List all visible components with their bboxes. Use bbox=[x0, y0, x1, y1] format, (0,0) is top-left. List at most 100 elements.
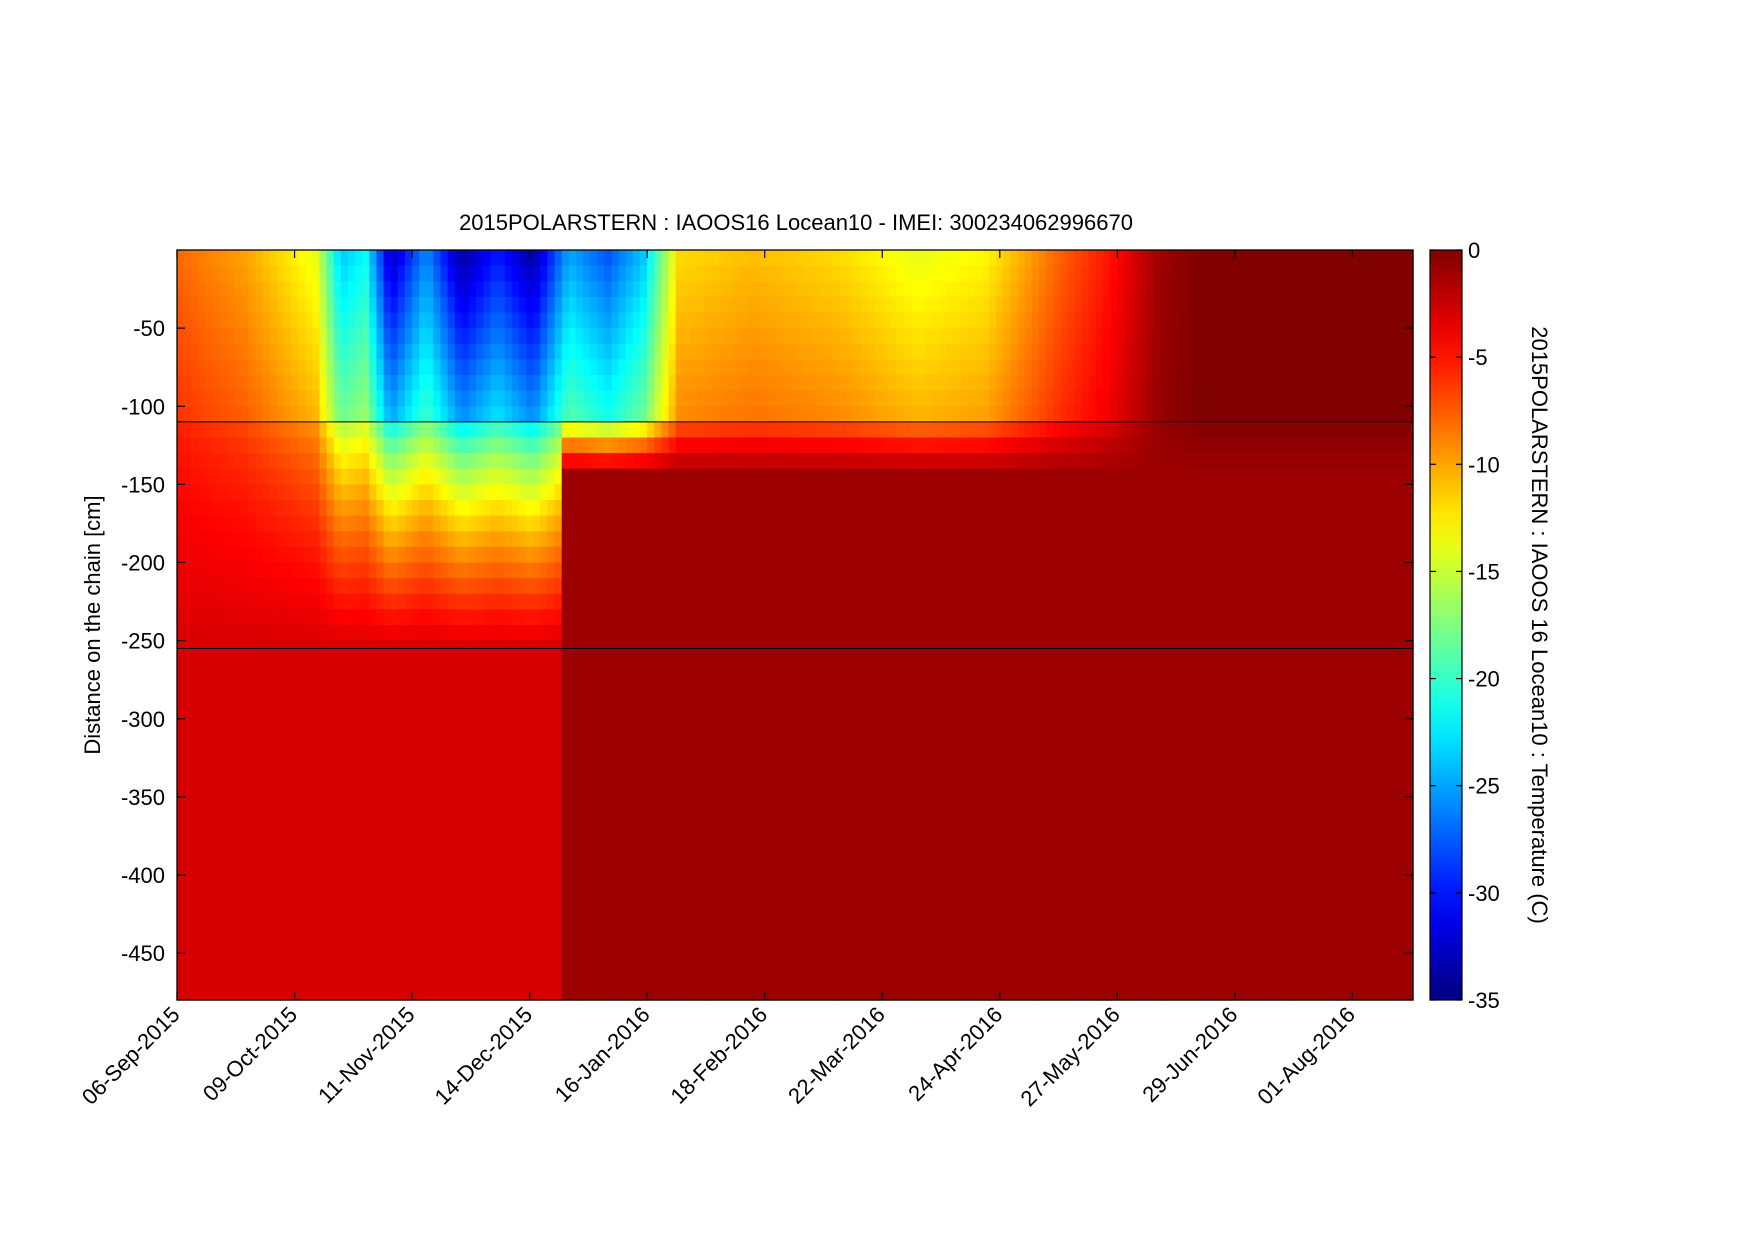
heatmap-cell bbox=[832, 593, 841, 610]
heatmap-cell bbox=[647, 500, 655, 517]
heatmap-cell bbox=[761, 812, 769, 829]
heatmap-cell bbox=[440, 890, 449, 907]
heatmap-cell bbox=[825, 593, 833, 610]
heatmap-cell bbox=[561, 265, 570, 282]
heatmap-cell bbox=[590, 625, 598, 642]
heatmap-cell bbox=[533, 921, 541, 939]
heatmap-cell bbox=[789, 671, 798, 689]
heatmap-cell bbox=[554, 484, 563, 501]
heatmap-cell bbox=[226, 296, 235, 314]
heatmap-cell bbox=[832, 875, 841, 892]
heatmap-cell bbox=[397, 890, 406, 907]
heatmap-cell bbox=[177, 390, 185, 407]
heatmap-cell bbox=[754, 375, 762, 392]
heatmap-cell bbox=[518, 390, 527, 407]
heatmap-cell bbox=[497, 515, 506, 532]
heatmap-cell bbox=[739, 531, 748, 548]
heatmap-cell bbox=[625, 718, 634, 735]
heatmap-cell bbox=[882, 812, 890, 829]
heatmap-cell bbox=[618, 500, 627, 517]
heatmap-cell bbox=[782, 734, 791, 751]
heatmap-cell bbox=[248, 703, 256, 720]
heatmap-cell bbox=[818, 703, 826, 720]
heatmap-cell bbox=[896, 406, 905, 423]
heatmap-cell bbox=[426, 546, 435, 564]
heatmap-cell bbox=[533, 453, 541, 470]
heatmap-cell bbox=[625, 390, 634, 407]
heatmap-cell bbox=[796, 468, 805, 485]
heatmap-cell bbox=[212, 484, 221, 501]
heatmap-cell bbox=[568, 265, 577, 282]
heatmap-cell bbox=[326, 578, 335, 595]
heatmap-cell bbox=[825, 515, 833, 532]
heatmap-cell bbox=[718, 265, 727, 282]
heatmap-cell bbox=[447, 312, 456, 329]
heatmap-cell bbox=[355, 734, 363, 751]
heatmap-cell bbox=[604, 281, 613, 298]
heatmap-cell bbox=[775, 968, 784, 985]
heatmap-cell bbox=[533, 828, 541, 845]
heatmap-cell bbox=[340, 703, 349, 720]
heatmap-cell bbox=[454, 734, 463, 751]
heatmap-cell bbox=[625, 890, 634, 907]
heatmap-cell bbox=[362, 796, 370, 814]
heatmap-cell bbox=[312, 625, 321, 642]
heatmap-cell bbox=[347, 593, 356, 610]
heatmap-cell bbox=[682, 875, 691, 892]
heatmap-cell bbox=[675, 546, 684, 564]
heatmap-cell bbox=[547, 875, 556, 892]
heatmap-cell bbox=[447, 562, 456, 579]
heatmap-cell bbox=[882, 906, 890, 923]
heatmap-cell bbox=[483, 656, 492, 673]
heatmap-cell bbox=[305, 859, 313, 876]
heatmap-cell bbox=[333, 671, 342, 689]
heatmap-cell bbox=[768, 312, 777, 329]
heatmap-cell bbox=[362, 906, 370, 923]
heatmap-cell bbox=[868, 500, 876, 517]
heatmap-cell bbox=[647, 421, 655, 439]
heatmap-cell bbox=[305, 671, 313, 689]
heatmap-cell bbox=[504, 625, 513, 642]
heatmap-cell bbox=[782, 812, 791, 829]
heatmap-cell bbox=[604, 343, 613, 360]
heatmap-cell bbox=[775, 750, 784, 767]
heatmap-cell bbox=[732, 593, 741, 610]
heatmap-cell bbox=[276, 828, 285, 845]
heatmap-cell bbox=[718, 671, 727, 689]
heatmap-cell bbox=[518, 734, 527, 751]
heatmap-cell bbox=[668, 625, 677, 642]
heatmap-cell bbox=[590, 781, 598, 798]
heatmap-cell bbox=[604, 562, 613, 579]
heatmap-cell bbox=[540, 890, 549, 907]
heatmap-cell bbox=[333, 781, 342, 798]
heatmap-cell bbox=[590, 265, 598, 282]
heatmap-cell bbox=[554, 828, 563, 845]
heatmap-cell bbox=[689, 390, 698, 407]
heatmap-cell bbox=[625, 812, 634, 829]
heatmap-cell bbox=[390, 718, 399, 735]
heatmap-cell bbox=[347, 906, 356, 923]
heatmap-cell bbox=[746, 812, 755, 829]
heatmap-cell bbox=[212, 453, 221, 470]
heatmap-cell bbox=[811, 500, 819, 517]
heatmap-cell bbox=[255, 750, 264, 767]
heatmap-cell bbox=[882, 703, 890, 720]
heatmap-cell bbox=[725, 843, 734, 860]
heatmap-cell bbox=[269, 515, 278, 532]
heatmap-cell bbox=[362, 609, 370, 626]
heatmap-cell bbox=[184, 281, 192, 298]
heatmap-cell bbox=[390, 765, 399, 782]
heatmap-cell bbox=[761, 890, 769, 907]
heatmap-cell bbox=[355, 984, 363, 1001]
heatmap-cell bbox=[504, 703, 513, 720]
heatmap-cell bbox=[540, 781, 549, 798]
heatmap-cell bbox=[404, 546, 413, 564]
heatmap-cell bbox=[526, 671, 534, 689]
heatmap-cell bbox=[483, 375, 492, 392]
heatmap-cell bbox=[540, 875, 549, 892]
heatmap-cell bbox=[497, 656, 506, 673]
heatmap-cell bbox=[290, 265, 299, 282]
heatmap-cell bbox=[205, 484, 214, 501]
heatmap-cell bbox=[333, 765, 342, 782]
heatmap-cell bbox=[255, 828, 264, 845]
